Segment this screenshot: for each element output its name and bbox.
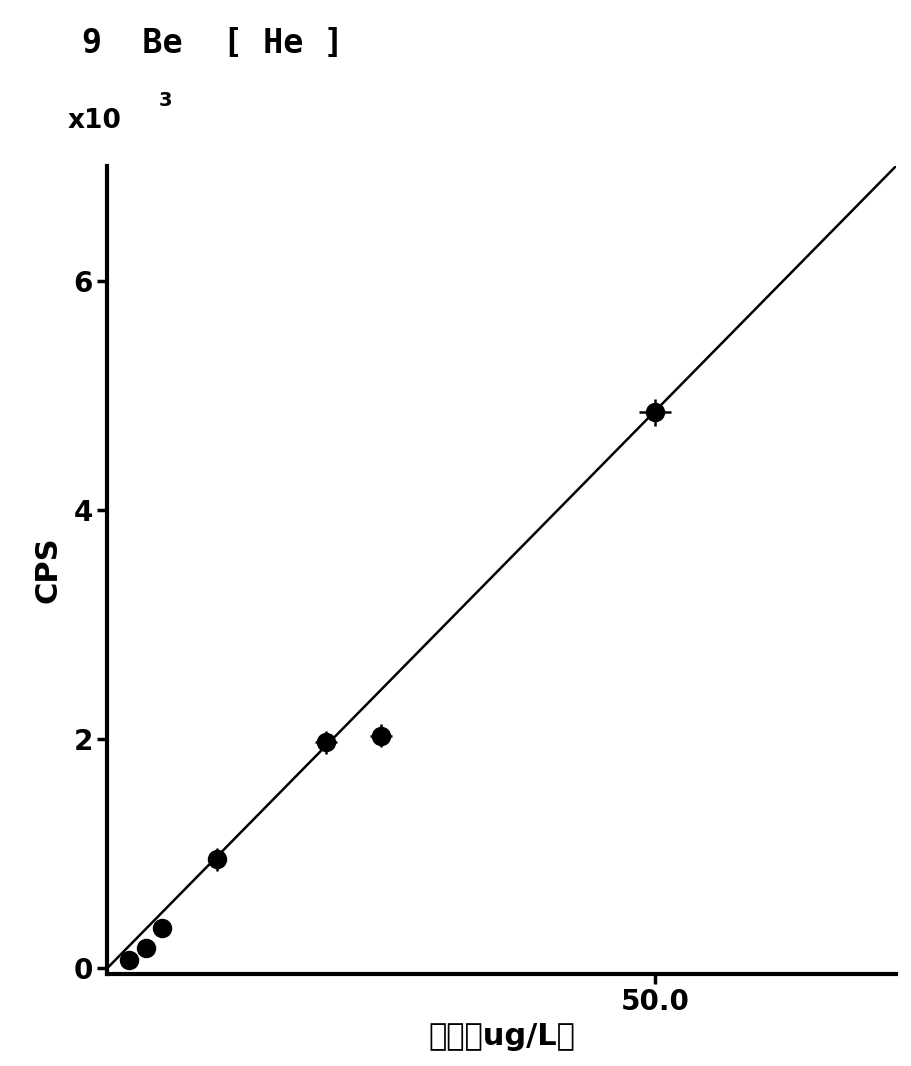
Text: 3: 3: [159, 91, 172, 110]
X-axis label: 浓度（ug/L）: 浓度（ug/L）: [428, 1022, 575, 1051]
Text: 9  Be  [ He ]: 9 Be [ He ]: [82, 27, 343, 60]
Text: x10: x10: [67, 108, 122, 133]
Y-axis label: CPS: CPS: [33, 536, 62, 603]
